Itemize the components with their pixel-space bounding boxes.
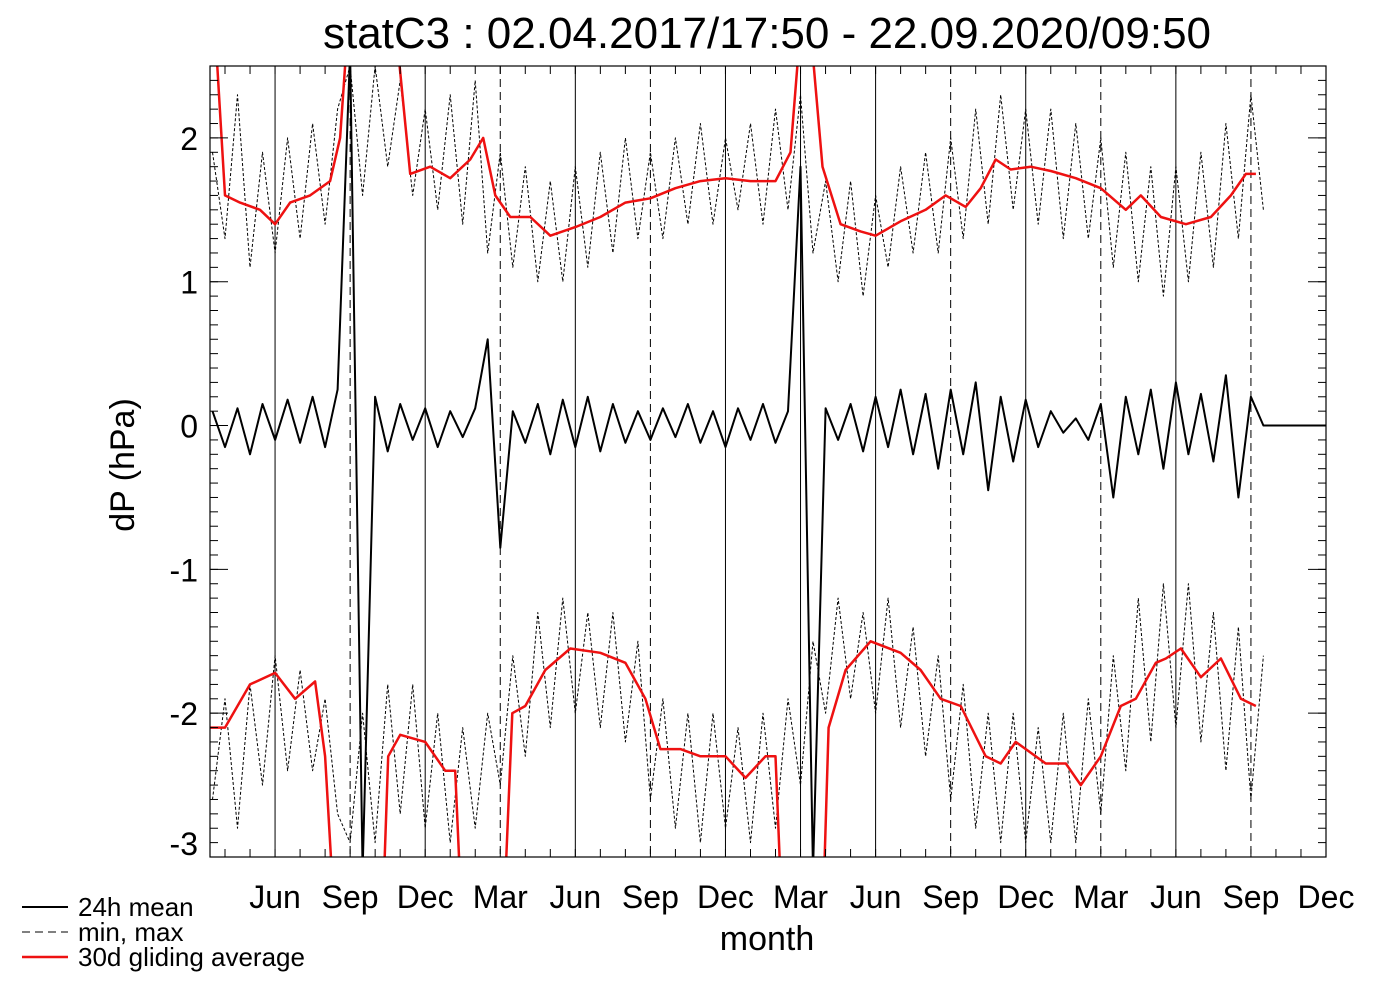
x-tick-label: Mar xyxy=(473,879,528,915)
x-tick-label: Dec xyxy=(1298,879,1355,915)
y-tick-label: 2 xyxy=(180,121,198,157)
series-line xyxy=(216,66,1256,237)
series-line xyxy=(212,66,1264,297)
y-axis-label: dP (hPa) xyxy=(104,398,142,532)
series-line xyxy=(211,66,1326,857)
x-tick-label: Sep xyxy=(922,879,979,915)
x-tick-label: Jun xyxy=(1150,879,1202,915)
x-tick-label: Dec xyxy=(697,879,754,915)
x-tick-label: Sep xyxy=(622,879,679,915)
plot-area xyxy=(210,66,1326,857)
legend-label: min, max xyxy=(78,917,183,947)
chart-title: statC3 : 02.04.2017/17:50 - 22.09.2020/0… xyxy=(323,9,1211,58)
y-tick-label: -2 xyxy=(170,696,198,732)
x-tick-label: Jun xyxy=(249,879,301,915)
x-tick-label: Mar xyxy=(773,879,828,915)
y-tick-label: -3 xyxy=(170,826,198,862)
x-tick-label: Sep xyxy=(1222,879,1279,915)
plot-frame xyxy=(209,65,1327,858)
x-tick-label: Sep xyxy=(322,879,379,915)
y-tick-label: 1 xyxy=(180,265,198,301)
x-tick-label: Jun xyxy=(550,879,602,915)
x-tick-label: Mar xyxy=(1073,879,1128,915)
legend-label: 30d gliding average xyxy=(78,942,305,972)
x-tick-label: Dec xyxy=(997,879,1054,915)
series-line xyxy=(210,640,1257,857)
x-tick-label: Dec xyxy=(397,879,454,915)
legend-label: 24h mean xyxy=(78,892,194,922)
x-tick-label: Jun xyxy=(850,879,902,915)
y-tick-label: 0 xyxy=(180,409,198,445)
x-axis-label: month xyxy=(720,920,815,958)
series-line xyxy=(212,583,1264,844)
axes: 2 1 0 -1 -2 -3 Jun Sep Dec Mar Jun Sep Dec Mar Jun Sep D… xyxy=(170,65,1355,915)
y-tick-label: -1 xyxy=(170,552,198,588)
